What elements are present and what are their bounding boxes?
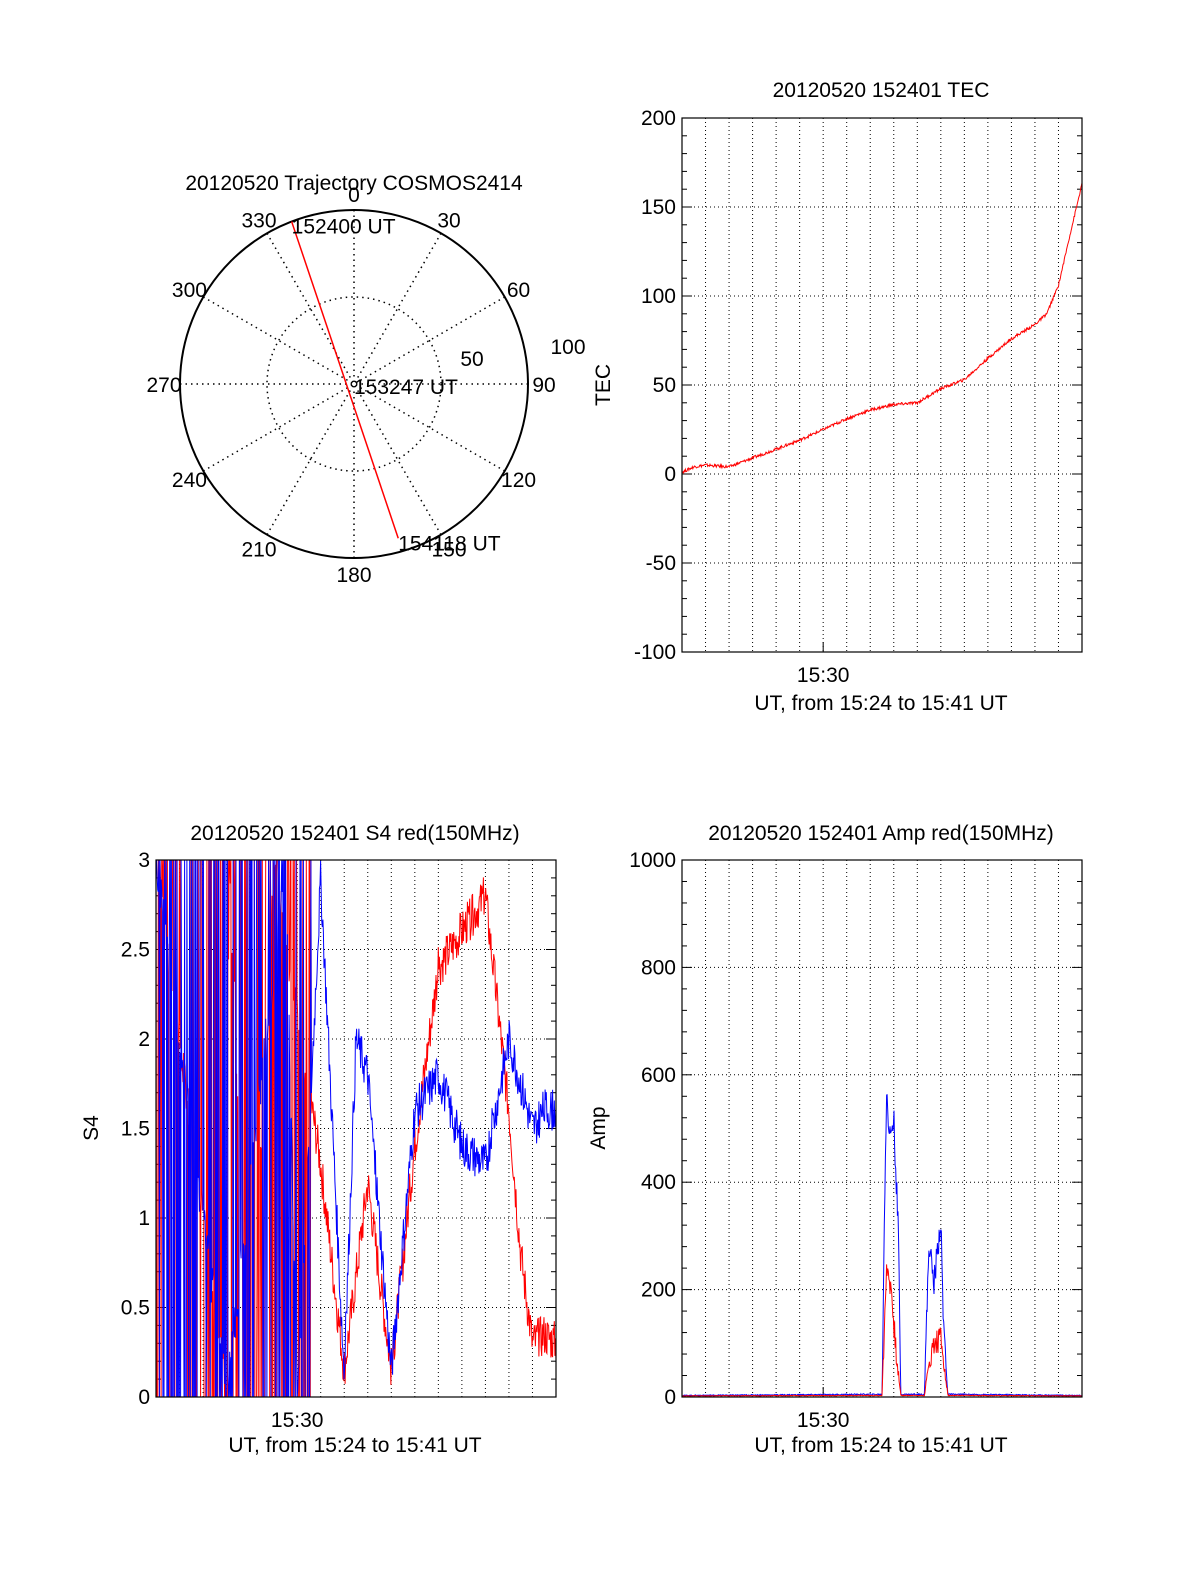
s4-panel: 20120520 152401 S4 red(150MHz) UT, from … (80, 822, 557, 1457)
tec-ytick-label: -50 (646, 552, 676, 575)
polar-angle-label: 300 (172, 279, 207, 302)
s4-ytick-label: 0 (138, 1386, 150, 1409)
amp-series-amp-blue (681, 1094, 1083, 1397)
trajectory-mid-label: 153247 UT (354, 376, 458, 399)
amp-ytick-label: 600 (641, 1064, 676, 1087)
polar-angle-label: 60 (507, 279, 530, 302)
tec-ytick-label: 150 (641, 196, 676, 219)
polar-angle-label: 30 (437, 209, 460, 232)
amp-xlabel: UT, from 15:24 to 15:41 UT (754, 1434, 1007, 1457)
amp-ytick-label: 400 (641, 1171, 676, 1194)
amp-frame (681, 859, 1083, 1398)
amp-ytick-label: 200 (641, 1279, 676, 1302)
tec-ytick-label: -100 (634, 641, 676, 664)
s4-xlabel: UT, from 15:24 to 15:41 UT (228, 1434, 481, 1457)
polar-radial-label: 100 (550, 336, 585, 359)
polar-angle-label: 270 (146, 374, 181, 397)
s4-ytick-label: 0.5 (121, 1297, 150, 1320)
amp-xtick-label: 15:30 (797, 1409, 850, 1432)
polar-angle-label: 90 (532, 374, 555, 397)
tec-xlabel: UT, from 15:24 to 15:41 UT (754, 692, 1007, 715)
polar-radial-label: 50 (460, 348, 483, 371)
trajectory-start-label: 152400 UT (292, 216, 396, 239)
polar-inner-circle (266, 296, 442, 472)
amp-ylabel: Amp (587, 1106, 610, 1149)
polar-title: 20120520 Trajectory COSMOS2414 (185, 172, 523, 195)
amp-panel: 20120520 152401 Amp red(150MHz) UT, from… (587, 822, 1083, 1457)
amp-series-amp-red (682, 1264, 1083, 1397)
trajectory-line (290, 221, 399, 539)
s4-ytick-label: 2 (138, 1028, 150, 1051)
s4-frame (155, 859, 557, 1398)
s4-ylabel: S4 (80, 1115, 103, 1141)
amp-title: 20120520 152401 Amp red(150MHz) (708, 822, 1054, 845)
polar-angle-label: 240 (172, 469, 207, 492)
s4-ytick-label: 3 (138, 849, 150, 872)
tec-ytick-label: 200 (641, 107, 676, 130)
tec-ylabel: TEC (592, 364, 615, 406)
polar-angle-label: 120 (501, 469, 536, 492)
polar-angle-label: 0 (348, 184, 360, 207)
s4-title: 20120520 152401 S4 red(150MHz) (190, 822, 519, 845)
s4-ytick-label: 2.5 (121, 939, 150, 962)
amp-ytick-label: 1000 (629, 849, 676, 872)
tec-frame (681, 117, 1083, 653)
amp-ytick-label: 800 (641, 956, 676, 979)
s4-ytick-label: 1.5 (121, 1118, 150, 1141)
s4-series-s4-blue (156, 859, 557, 1398)
amp-ytick-label: 0 (664, 1386, 676, 1409)
polar-trajectory-panel: 20120520 Trajectory COSMOS2414 0 30 60 90 12… (146, 172, 585, 587)
tec-ytick-label: 50 (653, 374, 676, 397)
polar-angle-label: 150 (431, 539, 466, 562)
s4-xtick-label: 15:30 (271, 1409, 324, 1432)
polar-angle-label: 210 (241, 539, 276, 562)
tec-xtick-label: 15:30 (797, 664, 850, 687)
trajectory-end-label: 154118 UT (398, 532, 501, 555)
tec-ytick-label: 100 (641, 285, 676, 308)
polar-angle-label: 180 (336, 564, 371, 587)
tec-ytick-label: 0 (664, 463, 676, 486)
tec-panel: 20120520 152401 TEC UT, from 15:24 to 15… (592, 79, 1083, 715)
s4-ytick-label: 1 (138, 1207, 150, 1230)
tec-title: 20120520 152401 TEC (773, 79, 990, 102)
polar-angle-label: 330 (241, 209, 276, 232)
tec-series-tec (681, 182, 1083, 475)
